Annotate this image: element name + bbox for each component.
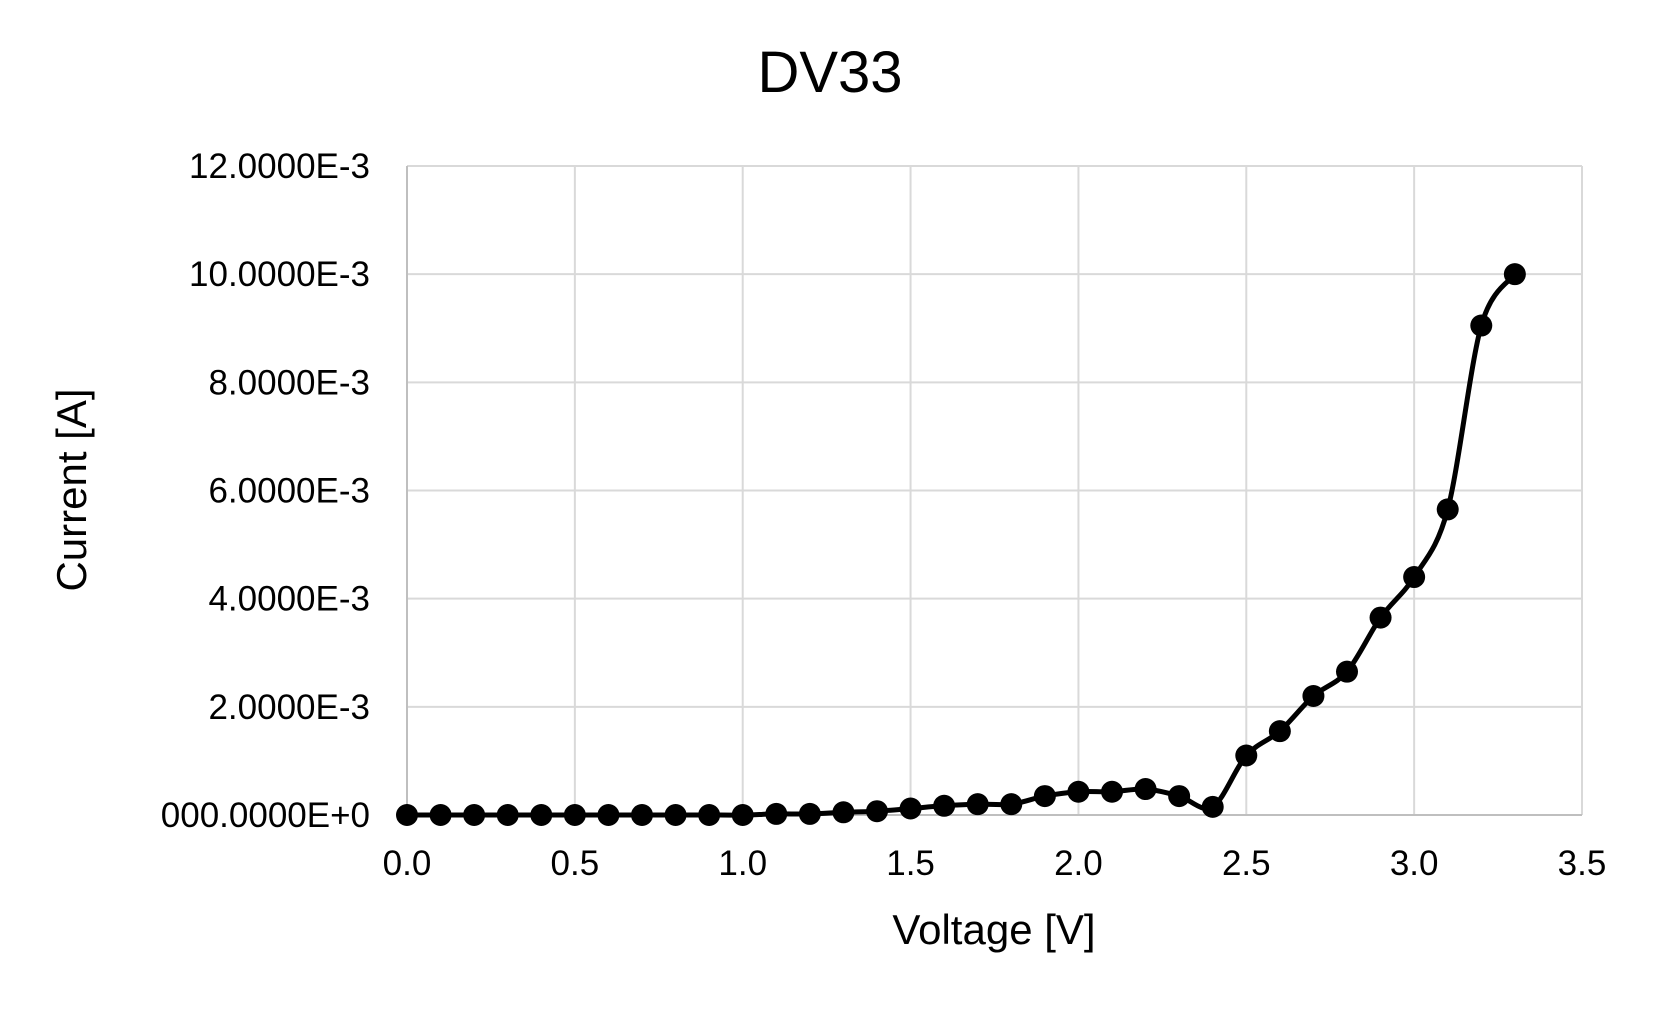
y-tick-label: 6.0000E-3 [208,472,370,511]
data-point [1000,793,1023,816]
data-point [1134,778,1157,801]
x-tick-label: 1.0 [718,844,767,883]
data-point [429,804,452,826]
data-point [1268,720,1291,743]
data-point [698,804,721,826]
x-axis-title: Voltage [V] [892,906,1095,953]
data-point [396,804,418,826]
data-point [1168,785,1191,808]
x-tick-label: 3.5 [1558,844,1607,883]
data-point [1235,744,1258,767]
data-point [966,793,989,816]
grid-layer [406,165,1583,816]
data-point [1436,498,1459,521]
data-point [1302,685,1325,708]
x-tick-label: 2.5 [1222,844,1271,883]
data-point [1033,785,1056,808]
y-tick-label: 000.0000E+0 [161,796,370,835]
data-point [631,804,653,826]
y-tick-label: 2.0000E-3 [208,688,370,727]
y-tick-label: 10.0000E-3 [189,255,370,294]
label-layer: DV33 Voltage [V] Current [A] 000.0000E+0… [48,40,1606,953]
data-point [1067,780,1090,803]
y-tick-label: 8.0000E-3 [208,363,370,402]
data-point [1470,314,1493,337]
series-layer [396,263,1526,826]
data-point [899,797,922,820]
data-point [563,804,586,826]
data-point [933,794,956,817]
data-point [1101,780,1123,803]
series-line [404,271,1518,818]
data-point [798,802,821,825]
x-tick-label: 0.0 [383,844,432,883]
data-point [530,804,553,826]
data-point [1201,795,1224,818]
y-tick-label: 12.0000E-3 [189,147,370,186]
x-tick-label: 3.0 [1390,844,1439,883]
data-point [496,804,519,826]
data-point [832,801,855,824]
data-point [597,804,620,826]
data-point [1336,660,1358,683]
data-point [866,800,888,823]
y-tick-label: 4.0000E-3 [208,580,370,619]
chart-title: DV33 [757,40,902,105]
data-point [1369,606,1392,629]
data-point [765,802,788,825]
x-tick-label: 1.5 [886,844,935,883]
x-tick-label: 2.0 [1054,844,1103,883]
data-point [731,804,754,826]
y-axis-title: Current [A] [48,388,95,591]
x-tick-label: 0.5 [551,844,600,883]
data-point [463,804,486,826]
data-point [1503,263,1526,286]
data-point [1403,566,1426,589]
data-point [664,804,687,826]
